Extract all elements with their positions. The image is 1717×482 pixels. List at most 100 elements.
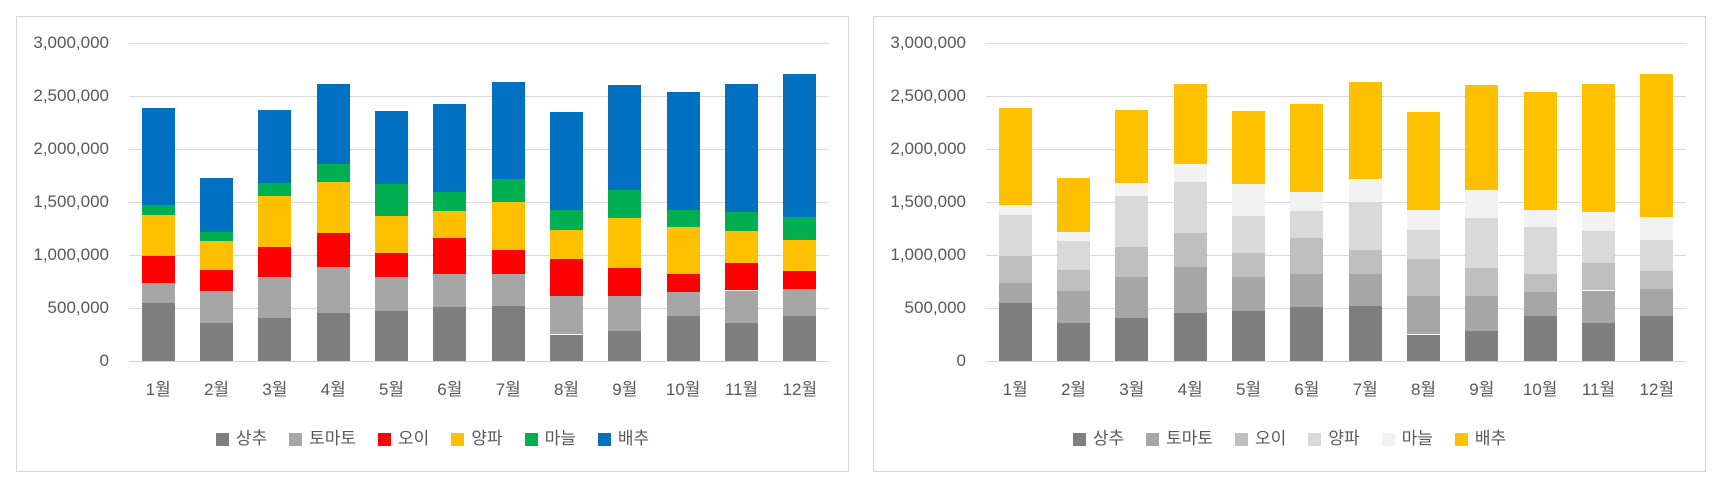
gridline xyxy=(986,307,1686,309)
y-axis-tick-label: 1,500,000 xyxy=(890,192,966,211)
bar-segment xyxy=(1115,246,1149,278)
x-axis-tick-label: 5월 xyxy=(1235,380,1262,399)
bar-segment xyxy=(783,217,817,240)
bar-segment xyxy=(1173,266,1207,314)
bar-segment xyxy=(1057,241,1090,270)
bar-segment xyxy=(1523,316,1557,361)
gridline xyxy=(986,148,1686,150)
legend-swatch-icon xyxy=(597,432,611,446)
bar-segment xyxy=(608,295,642,331)
gridline xyxy=(986,95,1686,97)
bar-segment xyxy=(433,192,467,211)
bar-segment xyxy=(1407,295,1440,335)
bar-segment xyxy=(550,334,583,361)
gridline xyxy=(129,148,829,150)
bar-segment xyxy=(1640,239,1674,271)
bar-segment xyxy=(375,277,408,311)
bar-segment xyxy=(725,230,758,263)
legend-item: 양파 xyxy=(451,426,503,452)
legend-swatch-icon xyxy=(1235,432,1249,446)
legend-item: 상추 xyxy=(1072,426,1124,452)
legend-swatch-icon xyxy=(1308,432,1322,446)
bar-segment xyxy=(998,256,1032,284)
y-axis-tick-label: 500,000 xyxy=(47,298,109,317)
x-axis-baseline xyxy=(129,360,829,362)
y-axis-tick-label: 2,000,000 xyxy=(33,139,109,158)
bar-segment xyxy=(1523,274,1557,293)
x-axis-tick-label: 3월 xyxy=(262,380,288,399)
bar-segment xyxy=(998,205,1032,215)
bar-segment xyxy=(1523,227,1557,275)
bar-segment xyxy=(550,259,583,296)
bar-segment xyxy=(141,256,175,284)
bar-segment xyxy=(200,291,233,324)
legend-item: 배추 xyxy=(597,426,649,452)
legend-item: 배추 xyxy=(1454,426,1507,452)
bar-segment xyxy=(141,214,175,257)
bar-segment xyxy=(375,252,408,278)
legend-label: 배추 xyxy=(1474,429,1507,448)
bar-segment xyxy=(316,232,350,267)
bar-segment xyxy=(1640,270,1674,289)
bar-segment xyxy=(1407,230,1440,260)
bar-segment xyxy=(998,107,1032,206)
bar-segment xyxy=(1232,216,1265,253)
bar-segment xyxy=(608,85,642,190)
bar-segment xyxy=(316,313,350,361)
bar-segment xyxy=(608,218,642,268)
bar-segment xyxy=(666,227,700,275)
legend-swatch-icon xyxy=(451,432,465,446)
bar-segment xyxy=(491,273,525,307)
bar-segment xyxy=(258,195,292,247)
bar-segment xyxy=(998,303,1032,361)
bar-segment xyxy=(666,209,700,228)
bar-segment xyxy=(1348,249,1382,274)
legend-item: 토마토 xyxy=(1146,426,1213,452)
bar-segment xyxy=(1582,323,1615,361)
bar-segment xyxy=(433,104,467,193)
legend-label: 마늘 xyxy=(1401,429,1433,448)
bar-segment xyxy=(666,92,700,210)
bar-segment xyxy=(1173,164,1207,182)
x-axis-tick-label: 11월 xyxy=(1581,380,1616,399)
y-axis: 0 500,000 1,000,000 1,500,000 2,000,000 2,500… xyxy=(874,17,1705,471)
legend-label: 상추 xyxy=(235,429,268,448)
bar-segment xyxy=(1057,291,1090,324)
bar-segment xyxy=(1523,92,1557,210)
bar-segment xyxy=(1348,273,1382,307)
gridline xyxy=(129,42,829,44)
x-axis-tick-label: 8월 xyxy=(553,380,580,399)
bar-segment xyxy=(258,277,292,318)
bar-segment xyxy=(1523,292,1557,317)
bar-segment xyxy=(1407,334,1440,361)
bar-segment xyxy=(1115,195,1149,247)
bar-segment xyxy=(666,316,700,361)
bar-segment xyxy=(998,214,1032,257)
bar-segment xyxy=(1290,104,1324,193)
legend-swatch-icon xyxy=(215,432,229,446)
bar-segment xyxy=(1348,306,1382,361)
bar-segment xyxy=(1465,267,1499,296)
x-axis-tick-label: 7월 xyxy=(1352,380,1378,399)
bar-segment xyxy=(258,317,292,361)
bar-segment xyxy=(141,283,175,304)
bar-segment xyxy=(1290,307,1324,361)
bar-segment xyxy=(491,249,525,274)
bar-segment xyxy=(1582,83,1615,213)
bar-segment xyxy=(783,239,817,271)
bar-segment xyxy=(316,83,350,165)
bar-segment xyxy=(433,211,467,238)
bar-segment xyxy=(1173,232,1207,267)
bar-segment xyxy=(491,306,525,361)
bar-segment xyxy=(1640,74,1674,218)
bar-segment xyxy=(1232,252,1265,278)
bar-segment xyxy=(200,241,233,270)
y-axis-tick-label: 0 xyxy=(956,351,966,370)
y-axis-tick-label: 0 xyxy=(99,351,109,370)
bar-segment xyxy=(375,216,408,253)
legend-label: 토마토 xyxy=(309,429,357,448)
bar-segment xyxy=(258,110,292,184)
bar-segment xyxy=(1582,212,1615,231)
bar-segment xyxy=(1640,316,1674,361)
